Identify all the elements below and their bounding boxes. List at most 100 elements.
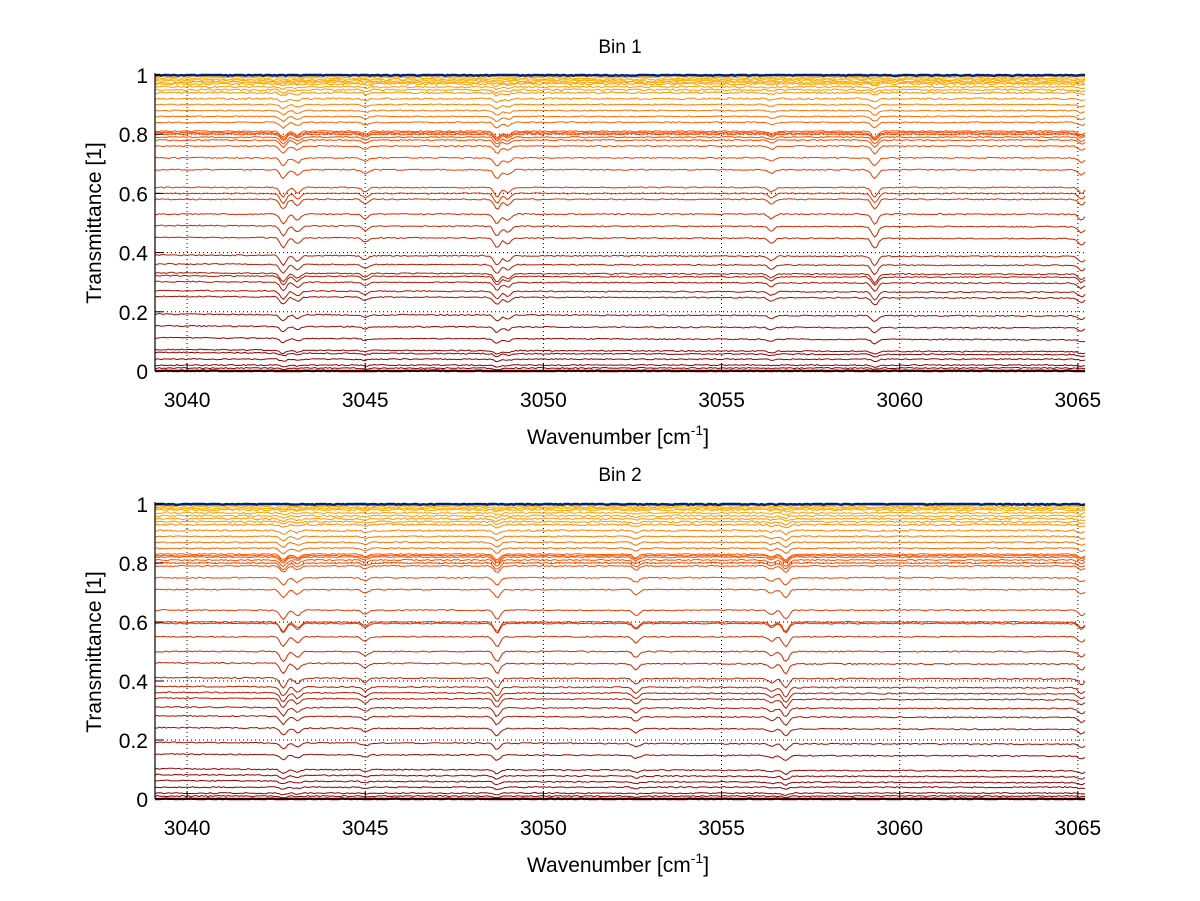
series-line [154,130,1086,139]
series-line [154,520,1085,526]
series-line [154,773,1086,781]
series-line [154,358,1086,363]
grid-lines [155,74,1085,372]
series-line [154,262,1086,276]
x-tick-label: 3040 [164,389,211,412]
series-line [154,676,1086,689]
series-line [155,133,1086,142]
y-tick-labels: 0 0.2 0.4 0.6 0.8 1 [119,65,149,384]
y-axis-label: Transmittance [1] [83,571,106,732]
series-line [154,75,1086,80]
series-line [154,588,1086,599]
series-line [154,236,1086,249]
series-line [154,523,1086,529]
y-tick-label: 0.4 [119,671,149,694]
x-tick-label: 3055 [698,817,745,840]
series-line [154,253,1086,267]
y-tick-label: 0.6 [119,183,148,206]
x-tick-label: 3065 [1055,817,1102,840]
x-axis-label: Wavenumber [cm-1] [527,422,709,449]
subplot-title: Bin 1 [598,37,641,58]
series-line [154,115,1086,123]
x-tick-label: 3045 [342,817,389,840]
series-line [154,767,1086,776]
series-line [154,121,1086,130]
series-line [154,511,1086,517]
series-line [154,138,1086,149]
series-line [154,697,1086,710]
series-line [154,685,1086,698]
series-line [154,609,1086,621]
series-line [154,77,1086,83]
series-line [154,366,1086,371]
series-line [154,289,1086,301]
series-line [154,312,1086,323]
series-line [154,109,1086,116]
series-line [154,535,1086,542]
series-line [154,714,1086,726]
x-tick-label: 3045 [342,389,389,412]
series-line [155,650,1086,663]
series-line [154,553,1086,561]
series-line [154,88,1086,94]
series-line [154,555,1086,564]
y-tick-label: 1 [136,494,148,517]
series-line [154,661,1086,675]
series-line [154,91,1086,97]
series-line [154,280,1086,292]
series-line [154,620,1086,633]
series-line [154,144,1086,155]
series-line [154,541,1086,549]
series-line [154,271,1086,285]
x-tick-label: 3050 [520,389,567,412]
series-line [154,791,1086,796]
series-line [154,186,1086,199]
series-line [154,295,1086,306]
y-tick-label: 1 [136,65,148,88]
series-line [154,502,1086,507]
series-line [154,348,1086,355]
series-line [154,561,1086,571]
y-tick-label: 0 [136,789,148,812]
series-line [154,85,1086,91]
y-tick-label: 0.4 [119,243,149,266]
series-line [154,779,1086,786]
series-line [154,97,1086,104]
series-line [154,508,1086,513]
series-line [154,363,1086,368]
series-line [154,753,1086,761]
x-axis-label: Wavenumber [cm-1] [527,850,709,877]
series-line [154,706,1086,718]
subplot-title: Bin 2 [598,465,641,486]
series-line [154,622,1086,634]
series-line [154,336,1085,345]
y-tick-label: 0.2 [119,730,148,753]
series-line [154,198,1086,210]
series-line [154,691,1086,703]
y-tick-label: 0.2 [119,302,148,325]
series-line [154,73,1085,78]
y-tick-label: 0 [136,361,148,384]
series-line [154,514,1086,520]
series-line [154,224,1086,238]
y-tick-label: 0.8 [119,553,148,576]
series-line [154,274,1086,287]
series-line [154,547,1086,555]
y-tick-label: 0.6 [119,612,148,635]
series-line [154,103,1086,110]
subplot-bin-1: Bin 1 3040 3045 3050 3055 3060 3065 0 0.2 0.4 0.… [83,37,1101,449]
series-line [154,576,1086,586]
axes [154,502,1085,800]
series-line [154,136,1086,145]
series-line [154,505,1086,510]
series-lines [154,73,1086,373]
x-tick-label: 3055 [698,389,745,412]
x-tick-label: 3065 [1055,389,1102,412]
series-line [154,351,1086,358]
x-tick-labels: 3040 3045 3050 3055 3060 3065 [164,389,1102,412]
x-tick-label: 3040 [164,817,211,840]
x-tick-label: 3050 [520,817,567,840]
series-line [154,82,1086,88]
series-line [154,517,1085,523]
series-line [154,726,1086,737]
